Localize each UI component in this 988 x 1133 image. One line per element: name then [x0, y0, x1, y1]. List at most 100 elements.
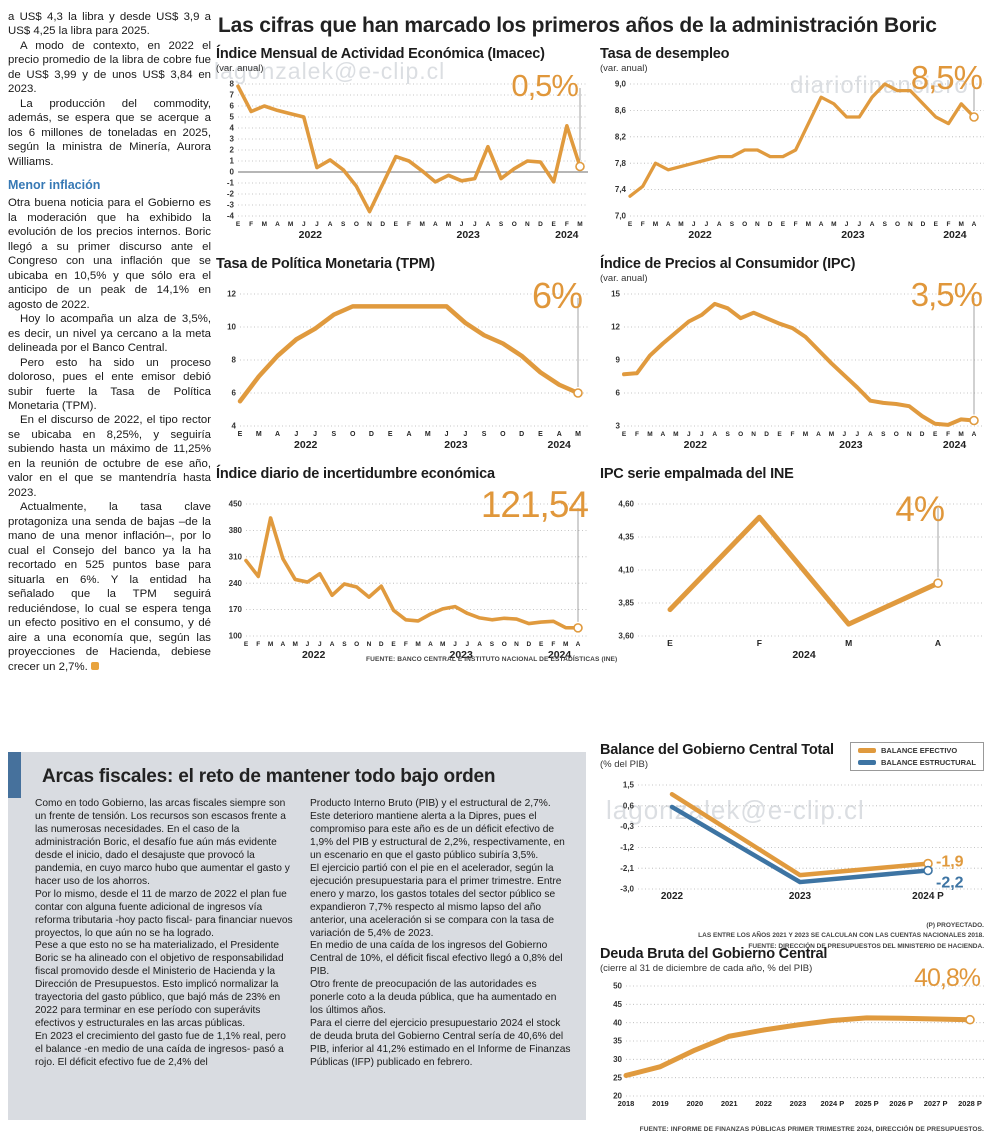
svg-text:M: M: [440, 641, 445, 648]
svg-text:E: E: [934, 221, 939, 228]
legend-label: BALANCE ESTRUCTURAL: [881, 758, 976, 767]
svg-text:3,85: 3,85: [618, 599, 634, 608]
svg-text:M: M: [425, 431, 431, 438]
svg-text:D: D: [519, 431, 524, 438]
chart-deuda: Deuda Bruta del Gobierno Central (cierre…: [600, 946, 986, 1133]
svg-text:M: M: [845, 638, 852, 648]
svg-text:J: J: [856, 431, 860, 438]
svg-text:-3,0: -3,0: [620, 885, 634, 894]
svg-text:M: M: [563, 641, 568, 648]
svg-text:E: E: [394, 221, 399, 228]
svg-text:2022: 2022: [661, 891, 684, 902]
svg-text:J: J: [687, 431, 691, 438]
svg-text:D: D: [538, 221, 543, 228]
svg-text:45: 45: [613, 1000, 622, 1009]
chart-subtitle: (% del PIB): [600, 759, 649, 770]
svg-text:8: 8: [230, 80, 235, 89]
chart-incertidumbre: Índice diario de incertidumbre económica…: [216, 466, 590, 666]
svg-text:1,5: 1,5: [623, 781, 635, 790]
legend-item-estructural: BALANCE ESTRUCTURAL: [858, 758, 976, 767]
chart-balance: Balance del Gobierno Central Total (% de…: [600, 742, 986, 950]
svg-text:7: 7: [230, 91, 235, 100]
svg-text:M: M: [288, 221, 293, 228]
svg-text:4,35: 4,35: [618, 533, 634, 542]
svg-text:380: 380: [229, 526, 243, 535]
svg-text:7,4: 7,4: [615, 185, 627, 194]
svg-text:D: D: [764, 431, 769, 438]
svg-text:2019: 2019: [652, 1099, 669, 1108]
svg-text:A: A: [935, 638, 941, 648]
svg-text:F: F: [404, 641, 408, 648]
svg-text:E: E: [236, 221, 241, 228]
ipc-empalmada-line-chart: 4,60 4,35 4,10 3,85 3,60 E F M A 2024: [618, 500, 984, 661]
svg-text:A: A: [281, 641, 286, 648]
imacec-latest-value: 0,5%: [511, 68, 579, 103]
chart-title: Balance del Gobierno Central Total: [600, 742, 834, 758]
svg-text:-2,2: -2,2: [936, 875, 964, 892]
svg-text:E: E: [622, 431, 627, 438]
svg-text:D: D: [921, 221, 926, 228]
svg-text:8,6: 8,6: [615, 106, 627, 115]
svg-text:A: A: [275, 221, 280, 228]
svg-text:M: M: [958, 431, 963, 438]
svg-text:A: A: [972, 221, 977, 228]
svg-text:6: 6: [232, 389, 237, 398]
svg-text:-2: -2: [227, 190, 235, 199]
svg-text:A: A: [557, 431, 562, 438]
svg-text:2018: 2018: [618, 1099, 635, 1108]
svg-text:F: F: [791, 431, 795, 438]
article-paragraph: a US$ 4,3 la libra y desde US$ 3,9 a US$…: [8, 11, 211, 38]
svg-text:F: F: [635, 431, 639, 438]
svg-text:20: 20: [613, 1092, 622, 1101]
svg-text:E: E: [933, 431, 938, 438]
svg-text:M: M: [262, 221, 267, 228]
svg-text:7,0: 7,0: [615, 212, 627, 221]
svg-text:S: S: [332, 431, 337, 438]
svg-text:O: O: [354, 641, 359, 648]
chart-ipc-empalmada: IPC serie empalmada del INE 4,60 4,35 4,10…: [600, 466, 986, 666]
chart-title: Deuda Bruta del Gobierno Central: [600, 946, 828, 962]
svg-text:N: N: [908, 221, 913, 228]
chart-imacec: Índice Mensual de Actividad Económica (I…: [216, 46, 590, 246]
article-paragraph: A modo de contexto, en 2022 el precio pr…: [8, 39, 211, 96]
balance-line-chart: 1,5 0,6 -0,3 -1,2 -2,1 -3,0 2022 2023 2024 P -1,9…: [620, 781, 984, 902]
svg-text:N: N: [367, 641, 372, 648]
svg-text:4: 4: [232, 422, 237, 431]
svg-text:4: 4: [230, 124, 235, 133]
article-subhead: Menor inflación: [8, 178, 101, 193]
svg-text:A: A: [576, 641, 581, 648]
svg-text:N: N: [755, 221, 760, 228]
fiscal-paragraph: Pese a que esto no se ha materializado, …: [35, 940, 284, 1030]
fiscal-paragraph: Como en todo Gobierno, las arcas fiscale…: [35, 798, 290, 887]
svg-text:O: O: [512, 221, 517, 228]
svg-text:E: E: [391, 641, 396, 648]
article-paragraph: La producción del commodity, además, se …: [8, 97, 211, 168]
svg-text:S: S: [730, 221, 735, 228]
svg-text:3: 3: [616, 422, 621, 431]
svg-text:A: A: [433, 221, 438, 228]
svg-text:O: O: [502, 641, 507, 648]
tpm-latest-value: 6%: [531, 275, 583, 316]
svg-text:J: J: [700, 431, 704, 438]
chart-tpm: Tasa de Política Monetaria (TPM) 12 10 8 6 4…: [216, 256, 590, 456]
chart-title: Índice diario de incertidumbre económica: [216, 466, 495, 482]
article-paragraph: En el discurso de 2022, el tipo rector s…: [8, 414, 211, 499]
svg-text:O: O: [895, 221, 900, 228]
svg-text:2026 P: 2026 P: [889, 1099, 913, 1108]
svg-text:F: F: [641, 221, 645, 228]
svg-text:M: M: [653, 221, 658, 228]
svg-text:8,2: 8,2: [615, 132, 627, 141]
svg-text:-2,1: -2,1: [620, 864, 634, 873]
svg-text:7,8: 7,8: [615, 159, 627, 168]
chart-title: Tasa de Política Monetaria (TPM): [216, 256, 435, 272]
svg-text:N: N: [367, 221, 372, 228]
svg-text:A: A: [406, 431, 411, 438]
svg-text:M: M: [806, 221, 811, 228]
chart-title: Índice de Precios al Consumidor (IPC): [600, 256, 856, 272]
svg-text:N: N: [907, 431, 912, 438]
svg-text:2021: 2021: [721, 1099, 738, 1108]
article-paragraph: Pero esto ha sido un proceso doloroso, p…: [8, 356, 211, 412]
